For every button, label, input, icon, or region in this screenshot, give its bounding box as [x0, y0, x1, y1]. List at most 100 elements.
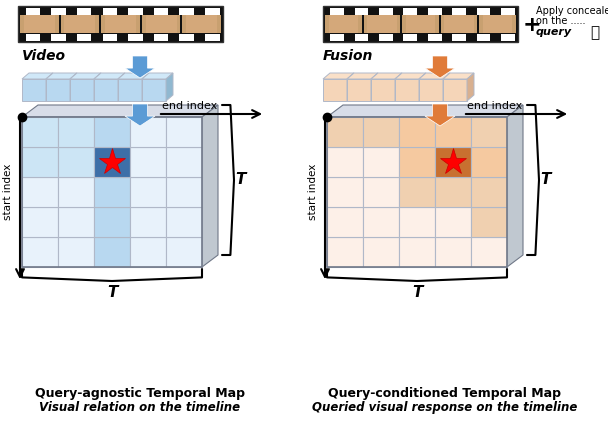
Polygon shape	[399, 177, 435, 207]
FancyBboxPatch shape	[103, 8, 117, 15]
Text: T: T	[235, 172, 245, 187]
Polygon shape	[94, 237, 130, 267]
Polygon shape	[507, 105, 523, 267]
FancyBboxPatch shape	[205, 34, 219, 41]
FancyBboxPatch shape	[444, 15, 474, 33]
Text: query: query	[536, 27, 572, 37]
Polygon shape	[399, 117, 435, 147]
Polygon shape	[371, 73, 402, 79]
FancyBboxPatch shape	[182, 15, 221, 33]
Polygon shape	[70, 73, 77, 101]
Polygon shape	[94, 177, 130, 207]
Polygon shape	[443, 73, 474, 79]
Text: Visual relation on the timeline: Visual relation on the timeline	[40, 401, 241, 414]
Polygon shape	[22, 117, 58, 147]
Polygon shape	[363, 177, 399, 207]
Polygon shape	[46, 79, 70, 101]
Polygon shape	[467, 73, 474, 101]
FancyBboxPatch shape	[128, 8, 143, 15]
Text: +: +	[523, 15, 542, 35]
Polygon shape	[166, 117, 202, 147]
Text: 🤖: 🤖	[590, 25, 599, 41]
Polygon shape	[94, 147, 130, 177]
FancyBboxPatch shape	[186, 15, 217, 33]
Polygon shape	[22, 79, 46, 101]
Polygon shape	[371, 79, 395, 101]
Text: on the .....: on the .....	[536, 16, 586, 26]
Polygon shape	[94, 73, 125, 79]
FancyBboxPatch shape	[325, 15, 362, 33]
FancyBboxPatch shape	[406, 15, 435, 33]
Text: start index: start index	[308, 164, 318, 220]
FancyBboxPatch shape	[105, 15, 136, 33]
FancyBboxPatch shape	[379, 34, 393, 41]
Polygon shape	[166, 177, 202, 207]
Polygon shape	[363, 147, 399, 177]
Text: end index: end index	[467, 101, 522, 111]
Polygon shape	[22, 147, 58, 177]
FancyBboxPatch shape	[51, 8, 66, 15]
Polygon shape	[166, 147, 202, 177]
Polygon shape	[435, 117, 471, 147]
Polygon shape	[130, 147, 166, 177]
Polygon shape	[94, 79, 118, 101]
Polygon shape	[327, 117, 363, 147]
Polygon shape	[130, 117, 166, 147]
FancyBboxPatch shape	[146, 15, 176, 33]
Polygon shape	[443, 73, 450, 101]
Polygon shape	[435, 237, 471, 267]
FancyBboxPatch shape	[205, 8, 219, 15]
FancyBboxPatch shape	[479, 15, 516, 33]
Polygon shape	[323, 73, 354, 79]
Polygon shape	[94, 73, 101, 101]
Polygon shape	[363, 117, 399, 147]
FancyBboxPatch shape	[103, 34, 117, 41]
Polygon shape	[399, 207, 435, 237]
Polygon shape	[395, 79, 419, 101]
Polygon shape	[327, 207, 363, 237]
FancyBboxPatch shape	[128, 34, 143, 41]
Polygon shape	[130, 177, 166, 207]
Polygon shape	[327, 237, 363, 267]
FancyBboxPatch shape	[51, 34, 66, 41]
Polygon shape	[347, 79, 371, 101]
FancyBboxPatch shape	[404, 34, 417, 41]
FancyBboxPatch shape	[64, 15, 95, 33]
Polygon shape	[471, 147, 507, 177]
Text: Query-agnostic Temporal Map: Query-agnostic Temporal Map	[35, 387, 245, 400]
FancyBboxPatch shape	[428, 34, 441, 41]
FancyBboxPatch shape	[501, 8, 515, 15]
Polygon shape	[58, 207, 94, 237]
FancyBboxPatch shape	[452, 34, 466, 41]
FancyBboxPatch shape	[354, 34, 368, 41]
Polygon shape	[323, 79, 347, 101]
Text: Fusion: Fusion	[323, 49, 373, 63]
FancyBboxPatch shape	[379, 8, 393, 15]
Polygon shape	[130, 237, 166, 267]
FancyBboxPatch shape	[477, 34, 490, 41]
Polygon shape	[399, 237, 435, 267]
Polygon shape	[118, 73, 125, 101]
Text: T: T	[540, 172, 550, 187]
Polygon shape	[471, 117, 507, 147]
FancyBboxPatch shape	[154, 34, 168, 41]
FancyBboxPatch shape	[452, 8, 466, 15]
Polygon shape	[327, 147, 363, 177]
FancyBboxPatch shape	[179, 8, 194, 15]
FancyBboxPatch shape	[501, 34, 515, 41]
FancyBboxPatch shape	[142, 15, 181, 33]
Polygon shape	[94, 207, 130, 237]
Text: T: T	[107, 285, 117, 300]
Text: Query-conditioned Temporal Map: Query-conditioned Temporal Map	[328, 387, 562, 400]
Polygon shape	[399, 147, 435, 177]
Polygon shape	[443, 79, 467, 101]
Polygon shape	[419, 79, 443, 101]
Polygon shape	[419, 73, 450, 79]
Polygon shape	[371, 73, 378, 101]
Polygon shape	[70, 73, 101, 79]
Polygon shape	[58, 177, 94, 207]
Polygon shape	[425, 56, 455, 78]
Polygon shape	[142, 73, 173, 79]
Text: Queried visual response on the timeline: Queried visual response on the timeline	[313, 401, 578, 414]
FancyBboxPatch shape	[428, 8, 441, 15]
